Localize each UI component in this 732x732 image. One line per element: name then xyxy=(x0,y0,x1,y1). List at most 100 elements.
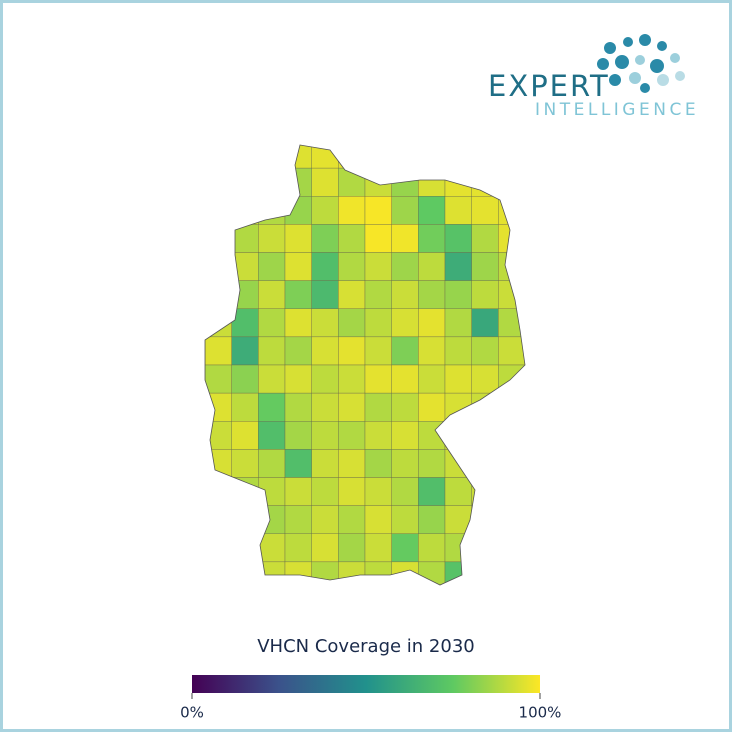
region xyxy=(284,505,312,534)
region xyxy=(498,252,525,281)
region xyxy=(284,145,312,169)
region xyxy=(471,421,499,450)
region xyxy=(471,477,499,506)
region xyxy=(418,392,446,422)
region xyxy=(498,167,525,197)
region xyxy=(418,449,446,478)
region xyxy=(258,364,286,394)
region xyxy=(338,505,366,534)
region xyxy=(444,477,472,506)
region xyxy=(311,533,339,563)
region xyxy=(311,421,339,450)
region xyxy=(391,505,419,534)
region xyxy=(391,477,419,506)
region xyxy=(231,280,259,309)
region xyxy=(284,280,312,309)
region xyxy=(311,224,339,253)
region xyxy=(205,392,232,422)
region xyxy=(391,561,419,585)
region xyxy=(338,167,366,197)
region xyxy=(284,449,312,478)
region xyxy=(338,280,366,309)
region xyxy=(338,364,366,394)
region xyxy=(258,477,286,506)
region xyxy=(418,224,446,253)
logo-icon xyxy=(597,34,685,93)
region xyxy=(311,449,339,478)
region xyxy=(205,336,232,366)
region xyxy=(205,477,232,506)
region xyxy=(471,392,499,422)
region xyxy=(364,280,392,309)
region xyxy=(391,533,419,563)
region xyxy=(364,167,392,197)
region xyxy=(258,308,286,338)
region xyxy=(258,252,286,281)
region xyxy=(471,224,499,253)
region xyxy=(444,449,472,478)
region xyxy=(418,364,446,394)
region xyxy=(258,336,286,366)
region xyxy=(364,196,392,225)
region xyxy=(444,196,472,225)
region xyxy=(498,336,525,366)
region xyxy=(418,533,446,563)
region xyxy=(338,196,366,225)
region xyxy=(444,533,472,563)
region xyxy=(311,196,339,225)
region xyxy=(444,561,472,585)
region xyxy=(444,364,472,394)
region xyxy=(338,308,366,338)
region xyxy=(284,336,312,366)
region xyxy=(471,252,499,281)
region xyxy=(498,421,525,450)
region xyxy=(418,505,446,534)
region xyxy=(258,224,286,253)
region xyxy=(471,449,499,478)
region xyxy=(231,167,259,197)
region xyxy=(364,336,392,366)
region xyxy=(258,167,286,197)
logo-line1: EXPERT xyxy=(488,69,610,103)
region xyxy=(258,421,286,450)
region xyxy=(364,224,392,253)
region xyxy=(231,364,259,394)
region xyxy=(231,533,259,563)
region xyxy=(444,308,472,338)
region xyxy=(364,252,392,281)
region xyxy=(205,505,232,534)
colorbar xyxy=(192,675,540,693)
region xyxy=(391,364,419,394)
region xyxy=(391,252,419,281)
region xyxy=(418,336,446,366)
region xyxy=(258,505,286,534)
region xyxy=(205,224,232,253)
region xyxy=(284,224,312,253)
region xyxy=(391,224,419,253)
region xyxy=(284,308,312,338)
region xyxy=(498,280,525,309)
region xyxy=(231,308,259,338)
region xyxy=(498,392,525,422)
region xyxy=(311,505,339,534)
region xyxy=(338,477,366,506)
region xyxy=(444,145,472,169)
region xyxy=(444,280,472,309)
region xyxy=(205,533,232,563)
region xyxy=(418,308,446,338)
region xyxy=(311,392,339,422)
colorbar-tick-label: 100% xyxy=(519,704,562,722)
region xyxy=(364,561,392,585)
region xyxy=(311,252,339,281)
region xyxy=(444,392,472,422)
region xyxy=(311,561,339,585)
logo-line2: INTELLIGENCE xyxy=(535,100,699,120)
colorbar-title: VHCN Coverage in 2030 xyxy=(257,636,475,657)
region xyxy=(231,145,259,169)
region xyxy=(391,392,419,422)
region xyxy=(205,252,232,281)
region xyxy=(311,280,339,309)
region xyxy=(498,224,525,253)
colorbar-tick-label: 0% xyxy=(180,704,204,722)
